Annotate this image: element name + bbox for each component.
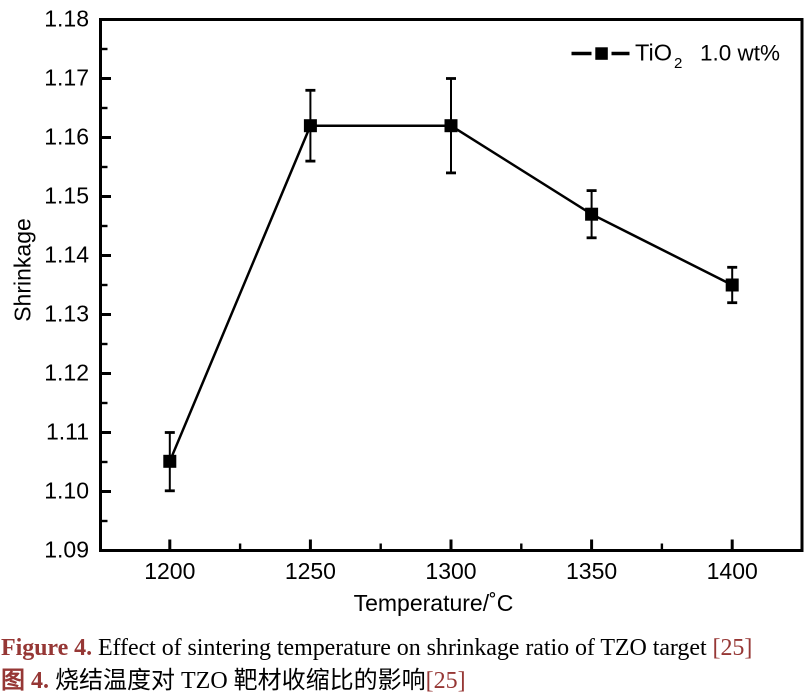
svg-text:1400: 1400 bbox=[707, 558, 758, 584]
svg-text:1.09: 1.09 bbox=[44, 537, 89, 563]
svg-text:1350: 1350 bbox=[566, 558, 617, 584]
svg-text:1.14: 1.14 bbox=[44, 242, 89, 268]
svg-text:1.11: 1.11 bbox=[46, 419, 89, 445]
svg-text:1.16: 1.16 bbox=[44, 124, 89, 150]
svg-text:1300: 1300 bbox=[425, 558, 476, 584]
svg-text:1.17: 1.17 bbox=[44, 65, 89, 91]
svg-text:TiO: TiO bbox=[635, 39, 672, 65]
svg-text:1.0 wt%: 1.0 wt% bbox=[700, 41, 780, 66]
svg-text:Temperature/˚C: Temperature/˚C bbox=[354, 590, 514, 616]
svg-text:1.10: 1.10 bbox=[44, 478, 89, 504]
svg-text:Shrinkage: Shrinkage bbox=[10, 218, 36, 322]
svg-text:1200: 1200 bbox=[144, 558, 195, 584]
svg-text:1.15: 1.15 bbox=[44, 183, 89, 209]
svg-text:1.18: 1.18 bbox=[44, 6, 89, 32]
svg-text:2: 2 bbox=[674, 55, 682, 72]
svg-text:1.12: 1.12 bbox=[44, 360, 89, 386]
svg-text:1.13: 1.13 bbox=[44, 301, 89, 327]
svg-text:1250: 1250 bbox=[285, 558, 336, 584]
